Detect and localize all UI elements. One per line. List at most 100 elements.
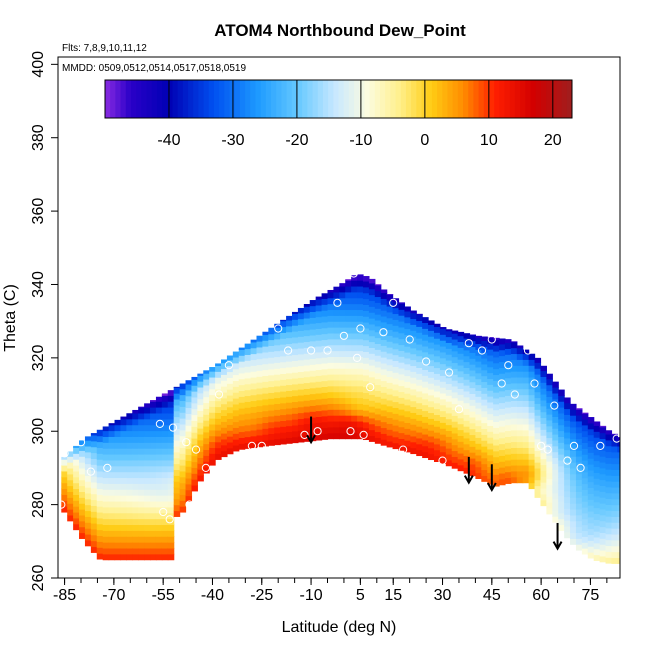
x-tick-label: 15 (384, 587, 402, 604)
heatmap-cell (321, 315, 329, 323)
heatmap-cell (522, 464, 530, 472)
heatmap-cell (493, 374, 500, 381)
observation-point (399, 445, 408, 454)
heatmap-cell (493, 433, 500, 440)
heatmap-cell (274, 362, 281, 369)
heatmap-cell (410, 388, 417, 396)
heatmap-cell (280, 402, 287, 410)
heatmap-cell (528, 429, 536, 437)
heatmap-cell (126, 524, 133, 531)
heatmap-cell (262, 381, 269, 388)
colorbar-swatch (213, 80, 220, 118)
heatmap-cell (374, 290, 382, 298)
colorbar-swatch (520, 80, 526, 118)
heatmap-cell (126, 530, 133, 537)
heatmap-cell (362, 368, 370, 376)
heatmap-cell (191, 484, 198, 492)
heatmap-cell (120, 530, 127, 537)
heatmap-cell (215, 383, 222, 390)
heatmap-cell (493, 392, 500, 399)
observation-points (58, 269, 620, 524)
heatmap-cell (280, 332, 287, 339)
descent-arrow (463, 456, 474, 485)
heatmap-cell (256, 399, 264, 407)
heatmap-cell (67, 503, 74, 510)
heatmap-cell (150, 418, 157, 426)
heatmap-cell (522, 429, 530, 437)
colorbar-swatch (260, 80, 267, 118)
heatmap-cell (292, 383, 299, 391)
heatmap-cell (79, 491, 86, 498)
heatmap-cell (475, 454, 482, 462)
heatmap-cell (433, 390, 441, 398)
heatmap-cell (410, 347, 417, 355)
heatmap-cell (274, 385, 281, 393)
heatmap-cell (605, 510, 613, 517)
heatmap-cell (428, 453, 435, 461)
heatmap-cell (161, 489, 169, 496)
heatmap-cell (398, 391, 406, 398)
heatmap-cell (398, 438, 406, 445)
heatmap-cell (309, 358, 317, 365)
heatmap-cell (132, 542, 139, 549)
colorbar-swatch (110, 80, 116, 118)
heatmap-cell (475, 402, 482, 409)
heatmap-cell (404, 404, 411, 412)
heatmap-cell (481, 340, 488, 347)
heatmap-cell (161, 401, 169, 408)
heatmap-cell (504, 401, 512, 408)
heatmap-cell (238, 402, 246, 409)
heatmap-cell (386, 429, 394, 436)
heatmap-cell (575, 450, 583, 457)
heatmap-cell (534, 432, 542, 440)
heatmap-cell (209, 447, 216, 454)
heatmap-cell (362, 421, 370, 429)
heatmap-cell (374, 355, 382, 362)
heatmap-cell (268, 415, 275, 423)
heatmap-cell (197, 433, 204, 441)
heatmap-cell (90, 458, 98, 465)
heatmap-cell (510, 400, 518, 407)
heatmap-cell (487, 384, 494, 391)
heatmap-cell (380, 368, 388, 376)
heatmap-cell (575, 544, 583, 551)
heatmap-cell (439, 345, 447, 353)
heatmap-cell (504, 377, 512, 385)
heatmap-cell (120, 518, 127, 526)
heatmap-cell (445, 329, 453, 332)
heatmap-cell (463, 396, 471, 404)
heatmap-cell (138, 418, 145, 426)
heatmap-cell (256, 370, 264, 377)
heatmap-cell (161, 512, 169, 520)
heatmap-cell (292, 436, 299, 444)
heatmap-cell (297, 324, 305, 331)
heatmap-cell (463, 373, 471, 380)
heatmap-cell (150, 512, 157, 520)
heatmap-cell (504, 412, 512, 420)
heatmap-cell (345, 356, 352, 363)
heatmap-cell (268, 368, 275, 376)
heatmap-cell (493, 350, 500, 358)
colorbar-swatch (193, 80, 199, 118)
heatmap-cell (268, 433, 275, 440)
heatmap-cell (96, 453, 104, 460)
heatmap-cell (209, 441, 216, 448)
heatmap-cell (404, 398, 411, 406)
heatmap-cell (587, 463, 595, 471)
heatmap-cell (463, 349, 471, 357)
observation-point (550, 401, 559, 410)
heatmap-cell (274, 403, 281, 410)
heatmap-cell (362, 427, 370, 435)
heatmap-cell (238, 361, 246, 368)
heatmap-cell (333, 350, 340, 357)
heatmap-cell (439, 381, 447, 388)
heatmap-cell (357, 309, 364, 316)
heatmap-cell (428, 394, 435, 402)
x-tick-label: -40 (201, 587, 224, 604)
heatmap-cell (96, 529, 104, 537)
heatmap-cell (321, 421, 329, 429)
heatmap-cell (357, 391, 364, 399)
heatmap-cell (540, 440, 547, 448)
heatmap-cell (445, 377, 453, 385)
